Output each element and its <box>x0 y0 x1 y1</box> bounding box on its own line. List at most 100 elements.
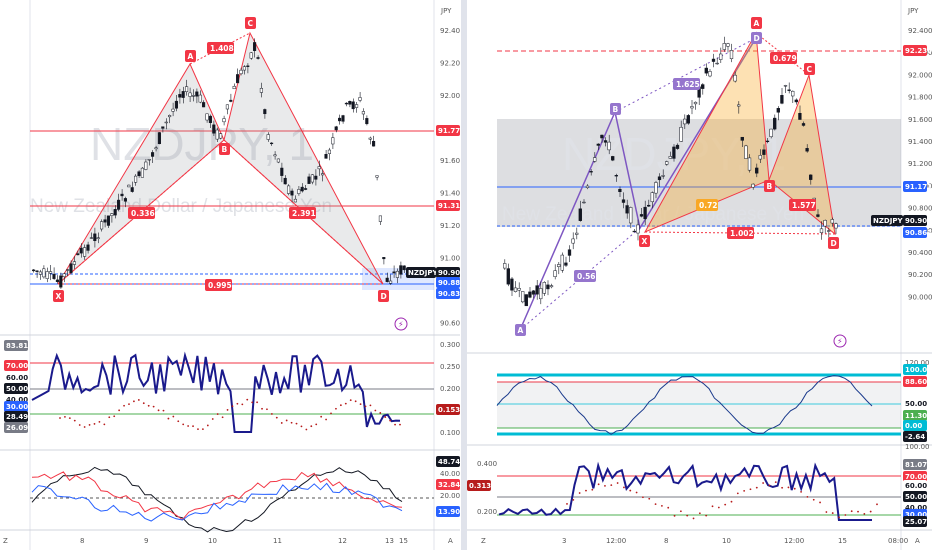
left-price-tag: 90.836 <box>436 288 460 299</box>
osc-dot <box>330 412 332 415</box>
candle <box>801 121 806 127</box>
lightning-icon[interactable] <box>394 317 408 331</box>
right-price-tag: NZDJPY <box>871 215 903 226</box>
candle <box>711 53 716 68</box>
svg-text:A: A <box>754 19 760 28</box>
right-auto-scale-button[interactable]: A <box>915 537 920 545</box>
osc-dot <box>787 486 790 489</box>
r-osc2-dots <box>566 481 878 520</box>
right-watermark-name: New Zealand Dollar / Japanese Yen <box>502 204 804 225</box>
candle <box>722 36 726 52</box>
candle <box>783 84 788 94</box>
right-timezone-icon[interactable]: Z <box>481 537 486 545</box>
candle <box>229 93 233 103</box>
candle <box>113 205 117 219</box>
candle <box>178 88 182 104</box>
candle <box>212 120 216 137</box>
right-chart-svg[interactable]: NZDJPY, 1 New Zealand Dollar / Japanese … <box>467 0 932 550</box>
right-price-ticks[interactable]: 92.40092.20092.00091.80091.60091.40091.2… <box>908 27 932 301</box>
osc-dot <box>642 496 644 499</box>
osc1-line[interactable] <box>31 351 401 433</box>
svg-text:50.00: 50.00 <box>905 400 927 408</box>
candle <box>769 128 773 139</box>
purple-point-a-label: A <box>515 324 526 336</box>
candle <box>758 149 762 164</box>
right-candles[interactable] <box>503 36 838 307</box>
left-time-axis[interactable]: 8 9 10 11 12 13 15 <box>80 537 408 545</box>
ratio-label-0995: 0.995 <box>205 279 232 291</box>
left-chart-panel[interactable]: NZDJPY, 1 New Zealand Dollar / Japanese … <box>0 0 460 550</box>
candle <box>147 159 151 166</box>
osc-dot <box>64 415 66 418</box>
osc2-black-line[interactable] <box>31 466 403 533</box>
r-osc1-line[interactable] <box>496 375 873 435</box>
candle <box>52 267 56 280</box>
r-osc2-tag: 81.07 <box>903 459 927 470</box>
purple-pattern-legs[interactable] <box>519 37 757 331</box>
point-b-label: B <box>219 143 230 155</box>
right-price-tag: 90.900 <box>903 215 932 226</box>
r-osc2-line[interactable] <box>498 461 872 521</box>
right-time-label: 8 <box>664 537 668 545</box>
candle <box>144 159 148 171</box>
right-time-axis[interactable]: 3 12:00 8 10 12:00 15 08:00 <box>562 537 908 545</box>
candle <box>188 87 192 103</box>
osc2-red-line[interactable] <box>31 471 403 521</box>
osc-dot <box>717 506 720 509</box>
left-chart-svg[interactable]: NZDJPY, 1 New Zealand Dollar / Japanese … <box>0 0 460 550</box>
svg-text:NZDJPY: NZDJPY <box>408 269 438 277</box>
candle <box>283 175 287 185</box>
candle <box>270 142 274 146</box>
right-time-label: 08:00 <box>888 537 908 545</box>
r-osc1-tag: 11.30 <box>903 410 927 421</box>
svg-text:81.07: 81.07 <box>905 461 927 469</box>
osc-dot <box>812 498 815 501</box>
candle <box>647 199 651 207</box>
osc-dot <box>177 420 180 423</box>
osc-dot <box>654 503 657 506</box>
r-osc1-tags: 100.00 88.60 50.00 11.30 0.00 -2.64 <box>903 364 932 442</box>
svg-text:1.577: 1.577 <box>792 201 816 210</box>
candle <box>690 100 694 115</box>
svg-text:2.391: 2.391 <box>292 209 316 218</box>
osc-dot <box>384 416 387 418</box>
candle <box>62 272 66 283</box>
osc-dot <box>876 503 878 506</box>
chart-divider[interactable] <box>461 0 467 550</box>
svg-text:40.00: 40.00 <box>6 396 28 404</box>
svg-text:88.60: 88.60 <box>905 378 927 386</box>
r-osc1-tag: 100.00 <box>903 364 932 375</box>
osc-dot <box>266 408 268 411</box>
osc-dot <box>869 510 872 513</box>
lightning-icon-right[interactable] <box>833 334 847 348</box>
osc-dot <box>369 404 372 407</box>
candle <box>198 90 202 104</box>
osc2-tag: 32.847 <box>436 479 460 490</box>
candle <box>657 173 662 188</box>
candle <box>161 126 165 133</box>
candle <box>596 143 600 151</box>
candle <box>747 154 752 173</box>
right-price-tick: 91.400 <box>908 138 932 146</box>
left-time-label: 15 <box>399 537 408 545</box>
osc-dot <box>206 424 209 427</box>
candle <box>208 114 212 128</box>
candle <box>205 113 209 123</box>
osc-dot <box>793 487 796 490</box>
candle <box>686 114 690 125</box>
candle <box>76 250 80 256</box>
osc-dot <box>108 416 111 419</box>
left-auto-scale-button[interactable]: A <box>448 537 453 545</box>
osc-dot <box>162 409 165 412</box>
osc-dot <box>59 417 61 419</box>
osc1-tag: 70.00 <box>4 360 28 371</box>
osc-dot <box>648 497 651 500</box>
point-c-label: C <box>245 17 256 29</box>
candle <box>816 209 820 218</box>
osc-dot <box>705 514 708 517</box>
osc2-blue-line[interactable] <box>31 482 403 522</box>
left-timezone-icon[interactable]: Z <box>3 537 8 545</box>
left-candles[interactable] <box>32 38 406 289</box>
right-chart-panel[interactable]: NZDJPY, 1 New Zealand Dollar / Japanese … <box>467 0 932 550</box>
candle <box>310 174 314 185</box>
